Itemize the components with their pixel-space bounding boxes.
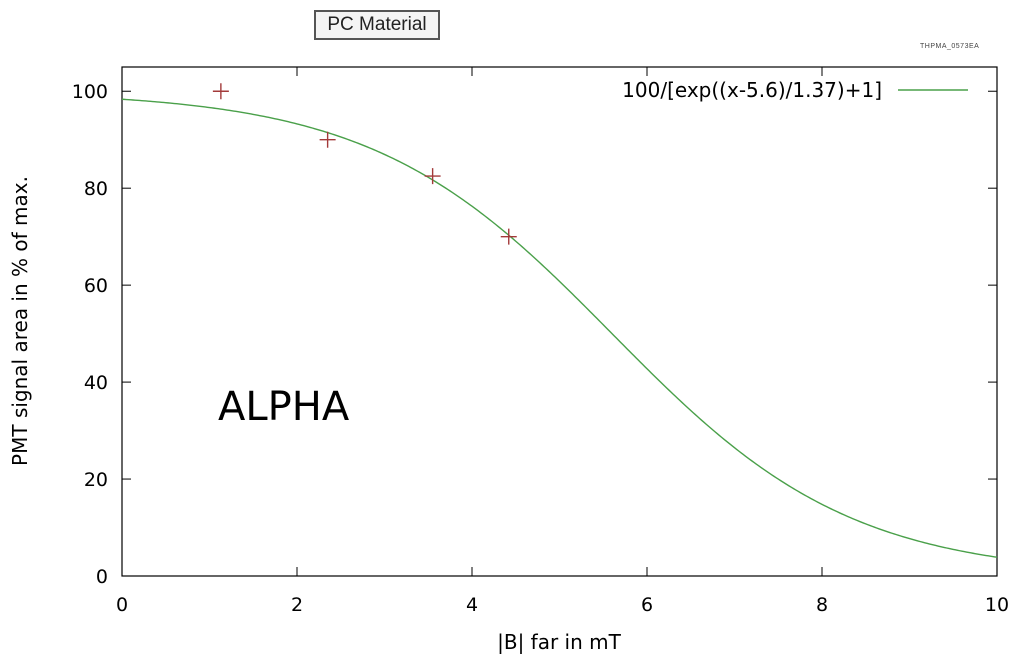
- y-tick-label: 20: [84, 469, 108, 491]
- data-point: [424, 168, 441, 185]
- legend: 100/[exp((x-5.6)/1.37)+1]: [622, 78, 968, 102]
- fit-curve: [121, 98, 998, 558]
- x-tick-label: 10: [985, 594, 1009, 616]
- fit-curve-layer: [121, 98, 998, 558]
- x-tick-label: 2: [291, 594, 303, 616]
- x-tick-label: 0: [116, 594, 128, 616]
- alpha-annotation: ALPHA: [218, 384, 350, 430]
- x-axis-label: |B| far in mT: [497, 630, 622, 654]
- y-tick-label: 60: [84, 275, 108, 297]
- y-tick-label: 0: [96, 566, 108, 588]
- y-axis-label: PMT signal area in % of max.: [8, 176, 32, 466]
- data-points-layer: [212, 83, 517, 245]
- legend-label: 100/[exp((x-5.6)/1.37)+1]: [622, 78, 882, 102]
- y-tick-label: 80: [84, 178, 108, 200]
- data-point: [319, 131, 336, 148]
- pc-material-tag: PC Material: [314, 10, 440, 40]
- data-point: [212, 83, 229, 100]
- y-tick-label: 100: [72, 81, 108, 103]
- data-point: [500, 228, 517, 245]
- figure-code-label: THPMA_0573EA: [920, 43, 980, 50]
- x-tick-label: 8: [816, 594, 828, 616]
- plot-frame: [121, 66, 998, 577]
- x-tick-label: 6: [641, 594, 653, 616]
- pc-material-label: PC Material: [327, 14, 427, 35]
- x-tick-label: 4: [466, 594, 478, 616]
- y-tick-label: 40: [84, 372, 108, 394]
